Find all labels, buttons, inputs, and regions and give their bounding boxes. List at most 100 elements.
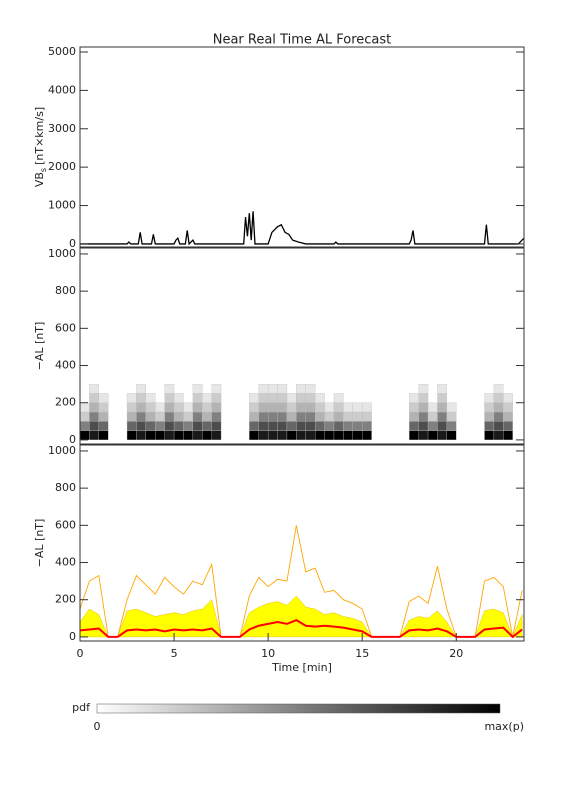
y-tick-label: 1000 <box>48 199 76 212</box>
heat-cell <box>493 411 504 422</box>
heat-cell <box>155 430 165 441</box>
heat-cell <box>286 430 297 441</box>
x-tick-label: 15 <box>355 647 369 660</box>
heat-cell <box>89 421 99 431</box>
heat-cell <box>183 430 194 441</box>
heat-cell <box>352 402 363 413</box>
heat-cell <box>286 411 297 422</box>
heat-cell <box>446 402 457 413</box>
y-tick-label: 600 <box>55 321 76 334</box>
heat-cell <box>427 411 438 422</box>
heat-cell <box>352 411 363 422</box>
heat-cell <box>437 421 448 431</box>
x-tick-label: 20 <box>449 647 463 660</box>
heat-cell <box>296 393 306 403</box>
heat-cell <box>315 421 325 431</box>
heat-cell <box>296 383 306 394</box>
plot-area <box>80 383 513 441</box>
y-axis-label: VBs [nT×km/s] <box>33 107 48 187</box>
line <box>80 525 523 638</box>
heat-cell <box>446 421 457 431</box>
heat-cell <box>277 411 288 422</box>
heat-cell <box>136 393 146 403</box>
heat-cell <box>258 383 269 394</box>
heat-cell <box>277 421 288 431</box>
heat-cell <box>267 421 278 431</box>
heat-cell <box>493 402 504 413</box>
heat-cell <box>493 430 504 441</box>
heat-cell <box>324 411 335 422</box>
heat-cell <box>503 402 513 413</box>
heat-cell <box>183 402 194 413</box>
heat-cell <box>343 402 353 413</box>
heat-cell <box>305 421 316 431</box>
heat-cell <box>126 402 137 413</box>
heat-cell <box>315 393 325 403</box>
heat-cell <box>315 402 325 413</box>
heat-cell <box>89 383 99 394</box>
heat-cell <box>427 421 438 431</box>
plot-area <box>80 211 524 246</box>
chart-title: Near Real Time AL Forecast <box>213 33 392 48</box>
heat-cell <box>437 402 448 413</box>
heat-cell <box>493 393 504 403</box>
heat-cell <box>286 402 297 413</box>
heat-cell <box>211 421 222 431</box>
heat-cell <box>126 430 137 441</box>
heat-cell <box>202 430 212 441</box>
heat-cell <box>89 402 99 413</box>
heat-cell <box>315 411 325 422</box>
heat-cell <box>362 411 372 422</box>
heat-cell <box>503 421 513 431</box>
heat-cell <box>89 430 99 441</box>
x-tick-label: 5 <box>171 647 178 660</box>
y-axis-label-main: VB <box>33 172 46 187</box>
heat-cell <box>164 421 175 431</box>
heat-cell <box>343 430 353 441</box>
heat-cell <box>136 421 146 431</box>
heat-cell <box>258 393 269 403</box>
heat-cell <box>173 402 184 413</box>
heat-cell <box>267 402 278 413</box>
y-tick-label: 2000 <box>48 160 76 173</box>
heat-cell <box>437 430 448 441</box>
heat-cell <box>446 411 457 422</box>
heat-cell <box>249 402 259 413</box>
heat-cell <box>173 430 184 441</box>
heat-cell <box>418 411 429 422</box>
heat-cell <box>296 402 306 413</box>
heat-cell <box>446 430 457 441</box>
heat-cell <box>98 430 109 441</box>
heat-cell <box>352 421 363 431</box>
heat-cell <box>173 393 184 403</box>
heat-cell <box>183 421 194 431</box>
line <box>80 211 524 246</box>
heat-cell <box>286 393 297 403</box>
y-axis-label: −AL [nT] <box>33 322 46 371</box>
heat-cell <box>192 383 203 394</box>
heat-cell <box>136 430 146 441</box>
plot-area <box>80 525 523 639</box>
y-tick-label: 4000 <box>48 83 76 96</box>
heat-cell <box>89 411 99 422</box>
heat-cell <box>296 430 306 441</box>
heat-cell <box>164 402 175 413</box>
heat-cell <box>493 421 504 431</box>
heat-cell <box>202 421 212 431</box>
heat-cell <box>202 393 212 403</box>
heat-cell <box>333 430 344 441</box>
heat-cell <box>249 411 259 422</box>
panel: 0 200 400 600 800 1000 0 5 10 15 20 −AL [nT] Time [m… <box>33 444 525 674</box>
heat-cell <box>503 430 513 441</box>
heat-cell <box>164 411 175 422</box>
heat-cell <box>427 430 438 441</box>
heat-cell <box>267 430 278 441</box>
heat-cell <box>493 383 504 394</box>
heat-cell <box>126 393 137 403</box>
heat-cell <box>409 402 419 413</box>
heat-cell <box>277 402 288 413</box>
heat-cell <box>267 393 278 403</box>
heat-cell <box>145 402 156 413</box>
y-tick-label: 800 <box>55 284 76 297</box>
